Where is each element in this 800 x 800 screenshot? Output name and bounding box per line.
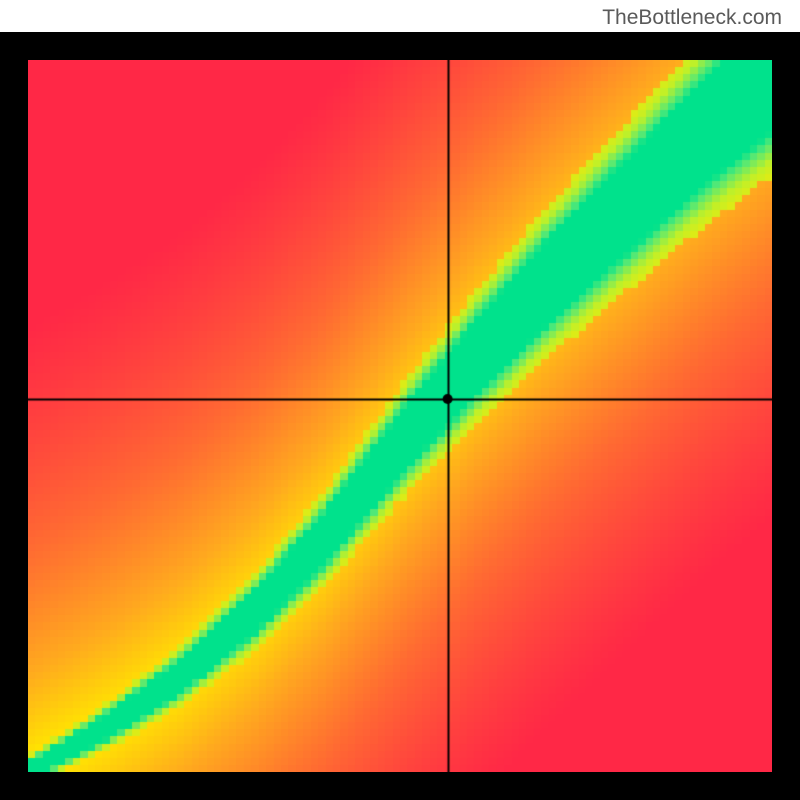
chart-container: TheBottleneck.com: [0, 0, 800, 800]
bottleneck-heatmap: [28, 60, 772, 772]
attribution-text: TheBottleneck.com: [602, 6, 782, 30]
